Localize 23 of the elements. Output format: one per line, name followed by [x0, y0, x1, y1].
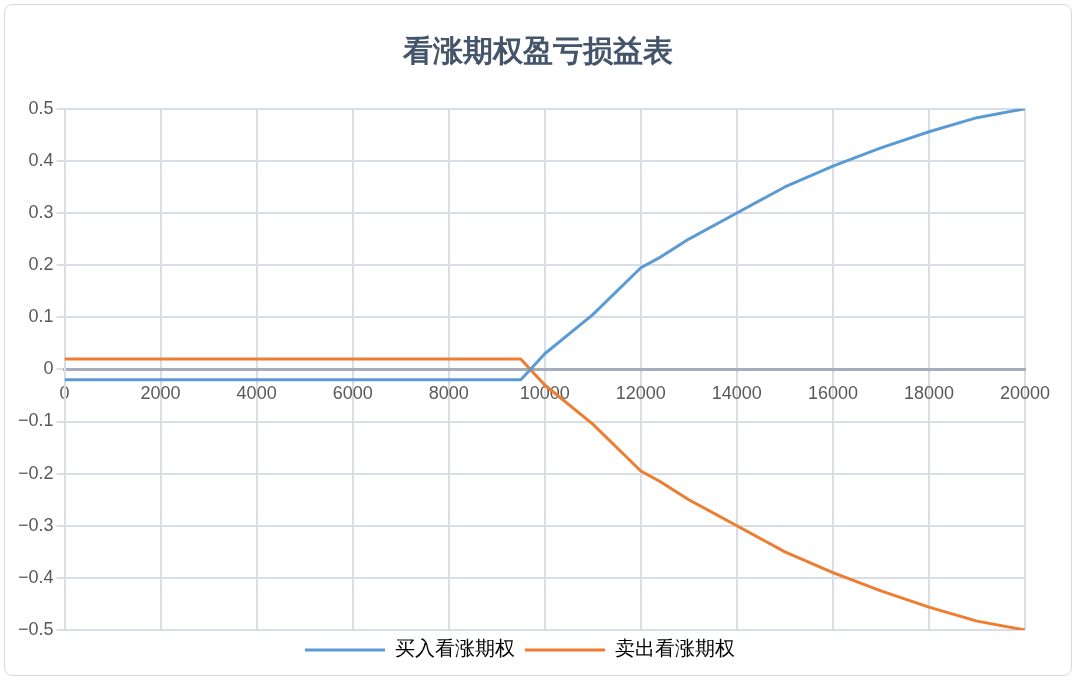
x-tick-label: 6000 [332, 383, 373, 404]
legend-label: 买入看涨期权 [395, 636, 515, 661]
y-tick-label: 0.3 [28, 202, 54, 223]
x-tick-label: 14000 [711, 383, 762, 404]
x-tick-label: 8000 [428, 383, 469, 404]
y-tick-label: 0.4 [28, 149, 54, 170]
y-tick-label: 0.1 [28, 306, 54, 327]
y-tick-label: 0.2 [28, 254, 54, 275]
y-tick-label: 0.5 [28, 97, 54, 118]
y-tick-label: −0.5 [17, 618, 54, 639]
x-tick-label: 20000 [999, 383, 1051, 404]
y-tick-label: −0.1 [17, 410, 54, 431]
x-tick-label: 2000 [140, 383, 181, 404]
x-tick-label: 16000 [807, 383, 858, 404]
x-tick-label: 4000 [236, 383, 277, 404]
x-tick-label: 12000 [615, 383, 666, 404]
y-tick-label: 0 [43, 358, 54, 379]
y-tick-label: −0.2 [17, 462, 54, 483]
x-tick-label: 18000 [903, 383, 954, 404]
y-tick-label: −0.3 [17, 514, 54, 535]
chart-title: 看涨期权盈亏损益表 [402, 32, 674, 70]
y-tick-label: −0.4 [17, 566, 54, 587]
legend-label: 卖出看涨期权 [615, 636, 735, 661]
